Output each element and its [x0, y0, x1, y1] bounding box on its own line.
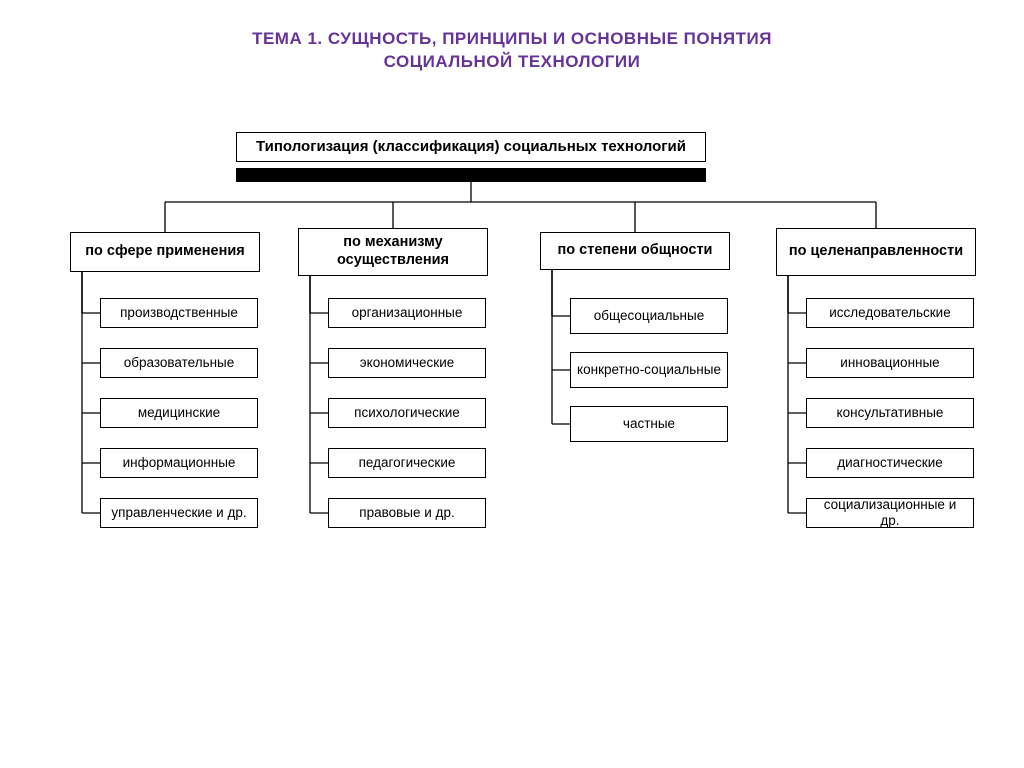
- item-mechanism-1: экономические: [328, 348, 486, 378]
- item-generality-2: частные: [570, 406, 728, 442]
- root-underline-bar: [236, 168, 706, 182]
- root-box: Типологизация (классификация) социальных…: [236, 132, 706, 162]
- category-purpose: по целенаправленности: [776, 228, 976, 276]
- title-line-2: СОЦИАЛЬНОЙ ТЕХНОЛОГИИ: [384, 52, 641, 71]
- item-sphere-0: производственные: [100, 298, 258, 328]
- item-purpose-3: диагностические: [806, 448, 974, 478]
- category-generality: по степени общности: [540, 232, 730, 270]
- category-mechanism: по механизму осуществления: [298, 228, 488, 276]
- item-purpose-2: консультативные: [806, 398, 974, 428]
- item-mechanism-4: правовые и др.: [328, 498, 486, 528]
- item-generality-1: конкретно-социальные: [570, 352, 728, 388]
- item-sphere-3: информационные: [100, 448, 258, 478]
- item-purpose-4: социализационные и др.: [806, 498, 974, 528]
- title-line-1: ТЕМА 1. СУЩНОСТЬ, ПРИНЦИПЫ И ОСНОВНЫЕ ПО…: [252, 29, 772, 48]
- item-generality-0: общесоциальные: [570, 298, 728, 334]
- item-mechanism-3: педагогические: [328, 448, 486, 478]
- item-mechanism-0: организационные: [328, 298, 486, 328]
- item-sphere-1: образовательные: [100, 348, 258, 378]
- classification-diagram: Типологизация (классификация) социальных…: [0, 82, 1024, 722]
- item-sphere-2: медицинские: [100, 398, 258, 428]
- item-purpose-1: инновационные: [806, 348, 974, 378]
- category-sphere: по сфере применения: [70, 232, 260, 272]
- item-sphere-4: управленческие и др.: [100, 498, 258, 528]
- item-mechanism-2: психологические: [328, 398, 486, 428]
- item-purpose-0: исследовательские: [806, 298, 974, 328]
- page-title: ТЕМА 1. СУЩНОСТЬ, ПРИНЦИПЫ И ОСНОВНЫЕ ПО…: [0, 0, 1024, 82]
